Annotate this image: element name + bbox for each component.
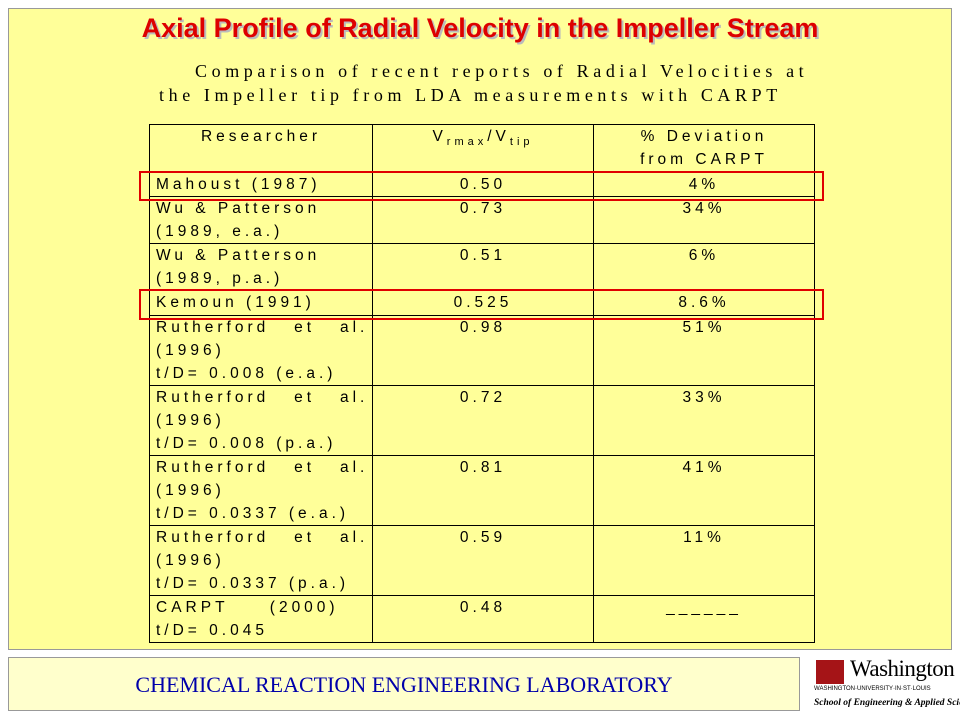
researcher-line: Wu & Patterson — [156, 247, 321, 264]
researcher-line: t/D= 0.0337 (e.a.) — [156, 505, 350, 522]
deviation-cell: 41% — [593, 455, 815, 526]
deviation-cell: ______ — [593, 595, 815, 643]
ratio-cell: 0.73 — [372, 196, 594, 244]
deviation-cell: 11% — [593, 525, 815, 596]
ratio-cell: 0.51 — [372, 243, 594, 291]
researcher-line: t/D= 0.008 (e.a.) — [156, 365, 337, 382]
header-part: rmax — [446, 136, 488, 149]
ratio-cell: 0.98 — [372, 315, 594, 386]
table-row: Rutherford et al. (1996) t/D= 0.008 (p.a.)… — [149, 385, 815, 456]
researcher-line: (1989, p.a.) — [156, 270, 284, 287]
header-line: % Deviation — [640, 128, 768, 145]
researcher-cell: Rutherford et al. (1996) t/D= 0.008 (p.a.) — [149, 385, 373, 456]
table-row: Wu & Patterson (1989, e.a.) 0.73 34% — [149, 196, 815, 244]
researcher-line: (1996) — [156, 552, 225, 569]
subtitle-line: the Impeller tip from LDA measurements w… — [159, 85, 782, 105]
researcher-line: t/D= 0.0337 (p.a.) — [156, 575, 350, 592]
researcher-line: t/D= 0.045 — [156, 622, 268, 639]
table-row: Rutherford et al. (1996) t/D= 0.008 (e.a.)… — [149, 315, 815, 386]
highlight-box — [139, 288, 824, 320]
table-row: Rutherford et al. (1996) t/D= 0.0337 (p.a.… — [149, 525, 815, 596]
highlight-box — [139, 170, 824, 201]
table-row: Wu & Patterson (1989, p.a.) 0.51 6% — [149, 243, 815, 291]
researcher-cell: Rutherford et al. (1996) t/D= 0.008 (e.a.) — [149, 315, 373, 386]
researcher-line: (1996) — [156, 482, 225, 499]
header-cell: Vrmax/Vtip — [372, 124, 594, 173]
ratio-cell: 0.525 — [372, 290, 594, 316]
logo-school: School of Engineering & Applied Science — [814, 698, 960, 708]
header-part: /V — [487, 128, 510, 145]
title: Axial Profile of Radial Velocity in the … — [141, 13, 819, 43]
researcher-cell: Rutherford et al. (1996) t/D= 0.0337 (p.a.… — [149, 525, 373, 596]
header-line: from CARPT — [640, 151, 768, 168]
ratio-cell: 0.48 — [372, 595, 594, 643]
researcher-line: (1996) — [156, 342, 225, 359]
researcher-cell: Rutherford et al. (1996) t/D= 0.0337 (e.a.… — [149, 455, 373, 526]
researcher-line: Kemoun (1991) — [156, 294, 315, 311]
deviation-cell: 4% — [593, 172, 815, 197]
researcher-line: Rutherford et al. — [156, 319, 369, 336]
table-row: Mahoust (1987) 0.50 4% — [149, 172, 815, 197]
ratio-cell: 0.72 — [372, 385, 594, 456]
researcher-line: Rutherford et al. — [156, 389, 369, 406]
logo-shield — [816, 660, 844, 684]
researcher-cell: Kemoun (1991) — [149, 290, 373, 316]
header-part: tip — [509, 136, 534, 149]
researcher-cell: Mahoust (1987) — [149, 172, 373, 197]
logo: Washington WASHINGTON·UNIVERSITY·IN·ST·L… — [812, 656, 960, 714]
header-row: Researcher Vrmax/Vtip% Deviation from CARP… — [149, 124, 815, 173]
ratio-cell: 0.81 — [372, 455, 594, 526]
logo-name: Washington — [850, 656, 955, 681]
ratio-cell: 0.59 — [372, 525, 594, 596]
researcher-cell: CARPT (2000) t/D= 0.045 — [149, 595, 373, 643]
deviation-cell: 33% — [593, 385, 815, 456]
researcher-cell: Wu & Patterson (1989, p.a.) — [149, 243, 373, 291]
researcher-line: t/D= 0.008 (p.a.) — [156, 435, 337, 452]
researcher-line: Wu & Patterson — [156, 200, 321, 217]
researcher-line: CARPT (2000) — [156, 599, 339, 616]
researcher-line: (1996) — [156, 412, 225, 429]
table-row: Rutherford et al. (1996) t/D= 0.0337 (e.a.… — [149, 455, 815, 526]
header-cell: % Deviation from CARPT — [593, 124, 815, 173]
comparison-table: Researcher Vrmax/Vtip% Deviation from CARP… — [149, 124, 815, 643]
header-cell: Researcher — [149, 124, 373, 173]
researcher-cell: Wu & Patterson (1989, e.a.) — [149, 196, 373, 244]
deviation-cell: 34% — [593, 196, 815, 244]
subtitle-line: Comparison of recent reports of Radial V… — [195, 61, 809, 81]
table-row: CARPT (2000) t/D= 0.045 0.48 ______ — [149, 595, 815, 643]
logo-university: WASHINGTON·UNIVERSITY·IN·ST·LOUIS — [814, 686, 931, 692]
researcher-line: (1989, e.a.) — [156, 223, 284, 240]
lab-name: CHEMICAL REACTION ENGINEERING LABORATORY — [135, 672, 673, 697]
researcher-line: Mahoust (1987) — [156, 176, 321, 193]
subtitle: Comparison of recent reports of Radial V… — [159, 59, 808, 107]
header-part: V — [432, 128, 447, 145]
footer: CHEMICAL REACTION ENGINEERING LABORATORY — [8, 657, 800, 711]
slide: Axial Profile of Radial Velocity in the … — [8, 8, 952, 650]
researcher-line: Rutherford et al. — [156, 459, 369, 476]
deviation-cell: 51% — [593, 315, 815, 386]
deviation-cell: 6% — [593, 243, 815, 291]
researcher-line: Rutherford et al. — [156, 529, 369, 546]
